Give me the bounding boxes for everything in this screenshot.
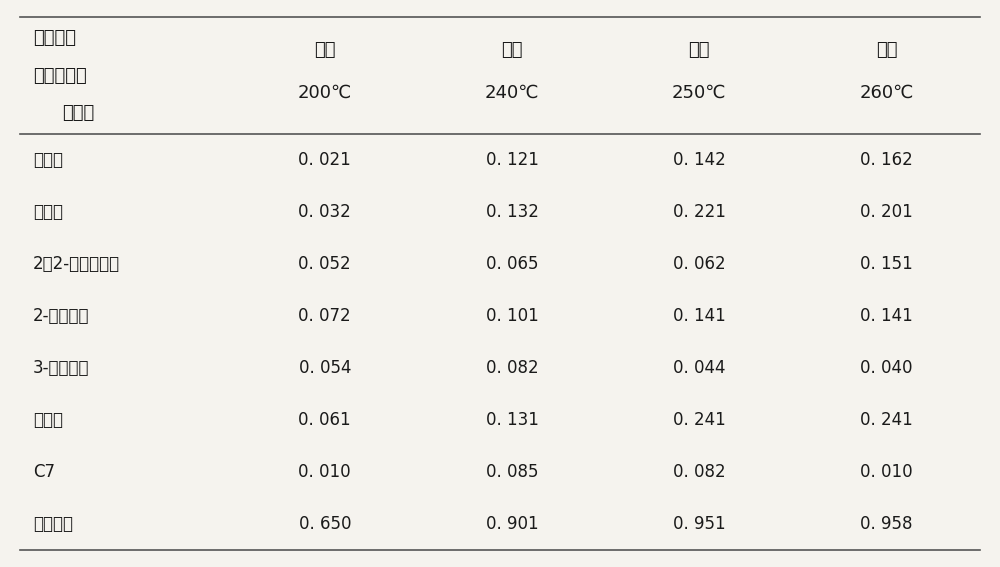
Text: C7: C7	[33, 463, 55, 481]
Text: 0. 141: 0. 141	[860, 307, 913, 325]
Text: （选择性）: （选择性）	[33, 67, 86, 84]
Text: 温度: 温度	[314, 41, 336, 59]
Text: 0. 065: 0. 065	[486, 255, 538, 273]
Text: 240℃: 240℃	[485, 84, 539, 102]
Text: 0. 010: 0. 010	[860, 463, 913, 481]
Text: 0. 010: 0. 010	[298, 463, 351, 481]
Text: 0. 062: 0. 062	[673, 255, 726, 273]
Text: 0. 901: 0. 901	[486, 515, 538, 533]
Text: 200℃: 200℃	[298, 84, 352, 102]
Text: 0. 021: 0. 021	[298, 151, 351, 169]
Text: 0. 072: 0. 072	[298, 307, 351, 325]
Text: 0. 085: 0. 085	[486, 463, 538, 481]
Text: 0. 650: 0. 650	[299, 515, 351, 533]
Text: 0. 221: 0. 221	[673, 203, 726, 221]
Text: 0. 201: 0. 201	[860, 203, 913, 221]
Text: 0. 141: 0. 141	[673, 307, 726, 325]
Text: 产品分布: 产品分布	[33, 29, 76, 47]
Text: 异戊烷: 异戊烷	[33, 151, 63, 169]
Text: 0. 044: 0. 044	[673, 359, 725, 377]
Text: 0. 132: 0. 132	[486, 203, 538, 221]
Text: 0. 241: 0. 241	[860, 411, 913, 429]
Text: 0. 151: 0. 151	[860, 255, 913, 273]
Text: 0. 052: 0. 052	[298, 255, 351, 273]
Text: 转化率: 转化率	[62, 104, 94, 122]
Text: 3-甲基戊烷: 3-甲基戊烷	[33, 359, 89, 377]
Text: 260℃: 260℃	[859, 84, 914, 102]
Text: 2，2-二甲基丁烷: 2，2-二甲基丁烷	[33, 255, 120, 273]
Text: 0. 241: 0. 241	[673, 411, 726, 429]
Text: 250℃: 250℃	[672, 84, 726, 102]
Text: 0. 142: 0. 142	[673, 151, 726, 169]
Text: 0. 082: 0. 082	[673, 463, 726, 481]
Text: 温度: 温度	[876, 41, 897, 59]
Text: 2-甲基戊烷: 2-甲基戊烷	[33, 307, 89, 325]
Text: 0. 101: 0. 101	[486, 307, 538, 325]
Text: 0. 131: 0. 131	[486, 411, 538, 429]
Text: 总转化率: 总转化率	[33, 515, 73, 533]
Text: 正戊烷: 正戊烷	[33, 203, 63, 221]
Text: 0. 951: 0. 951	[673, 515, 726, 533]
Text: 0. 121: 0. 121	[486, 151, 538, 169]
Text: 0. 040: 0. 040	[860, 359, 913, 377]
Text: 0. 958: 0. 958	[860, 515, 913, 533]
Text: 0. 061: 0. 061	[298, 411, 351, 429]
Text: 温度: 温度	[688, 41, 710, 59]
Text: 0. 082: 0. 082	[486, 359, 538, 377]
Text: 0. 162: 0. 162	[860, 151, 913, 169]
Text: 温度: 温度	[501, 41, 523, 59]
Text: 正己烷: 正己烷	[33, 411, 63, 429]
Text: 0. 032: 0. 032	[298, 203, 351, 221]
Text: 0. 054: 0. 054	[299, 359, 351, 377]
